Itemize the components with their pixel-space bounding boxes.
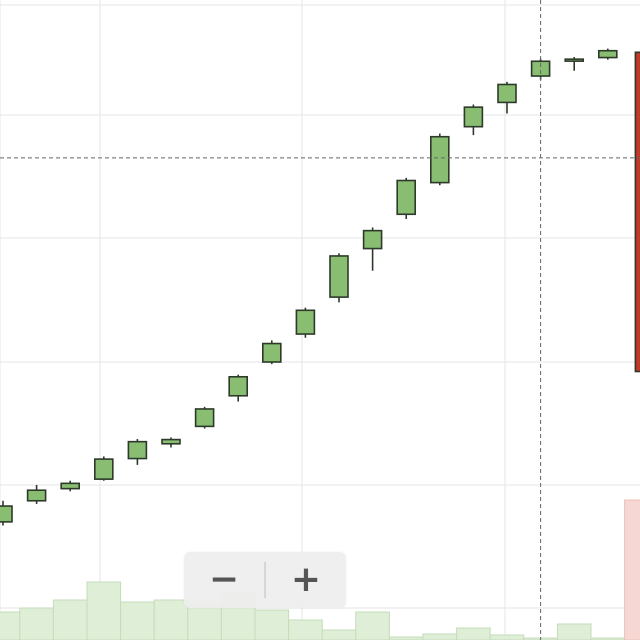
candle: [60, 480, 81, 492]
candle-body: [161, 438, 181, 445]
volume-bar: [456, 627, 491, 640]
volume-bar: [355, 611, 390, 640]
volume-bar: [187, 603, 222, 640]
candle-body: [497, 83, 517, 104]
volume-bar: [624, 499, 640, 640]
candle: [362, 227, 383, 271]
volume-bar: [254, 609, 290, 640]
minus-icon: −: [208, 559, 240, 600]
candle: [597, 48, 618, 60]
candle-body: [26, 489, 47, 502]
volume-bar: [120, 601, 155, 640]
candle: [429, 133, 450, 186]
volume-bar: [19, 607, 54, 640]
zoom-in-button[interactable]: +: [266, 552, 346, 608]
candle: [94, 456, 114, 481]
candle-body: [634, 51, 640, 373]
zoom-separator: [264, 562, 266, 598]
candle: [127, 439, 148, 465]
candle-body: [329, 255, 349, 298]
candle-body: [597, 49, 618, 59]
candle: [634, 51, 640, 373]
candle-body: [429, 135, 450, 184]
candle-body: [194, 408, 215, 428]
candle: [497, 81, 517, 114]
candle-body: [362, 229, 383, 250]
candle-body: [564, 58, 585, 62]
candle: [26, 484, 47, 504]
candle-body: [463, 106, 484, 128]
candle: [228, 374, 248, 402]
candle: [261, 340, 282, 365]
candle: [564, 57, 585, 71]
volume-bar: [556, 623, 592, 640]
volume-bar: [321, 629, 357, 640]
candle: [329, 253, 349, 303]
zoom-controls: − +: [184, 552, 346, 608]
candle-body: [0, 505, 13, 523]
candles: [0, 48, 640, 526]
candle: [0, 500, 13, 526]
volume-bar: [52, 599, 88, 640]
zoom-out-button[interactable]: −: [184, 552, 264, 608]
candle: [295, 307, 316, 338]
candle: [530, 58, 551, 80]
candle: [396, 177, 417, 220]
volume-bar: [86, 581, 122, 640]
volume-bar: [153, 599, 189, 640]
candle-body: [94, 458, 114, 480]
volume-bar: [422, 633, 458, 640]
volume-bar: [0, 611, 21, 640]
candle-body: [127, 440, 148, 460]
candle-body: [295, 309, 316, 335]
candle: [463, 104, 484, 136]
candle-body: [60, 482, 81, 490]
candle-body: [530, 60, 551, 77]
volume-bar: [489, 634, 525, 640]
candle-body: [261, 342, 282, 363]
volume-bar: [288, 619, 323, 640]
volume-bars: [0, 499, 640, 640]
candle-body: [228, 375, 248, 397]
plus-icon: +: [290, 559, 322, 600]
candle: [161, 437, 181, 448]
candle-body: [396, 179, 417, 216]
candle: [194, 406, 215, 429]
